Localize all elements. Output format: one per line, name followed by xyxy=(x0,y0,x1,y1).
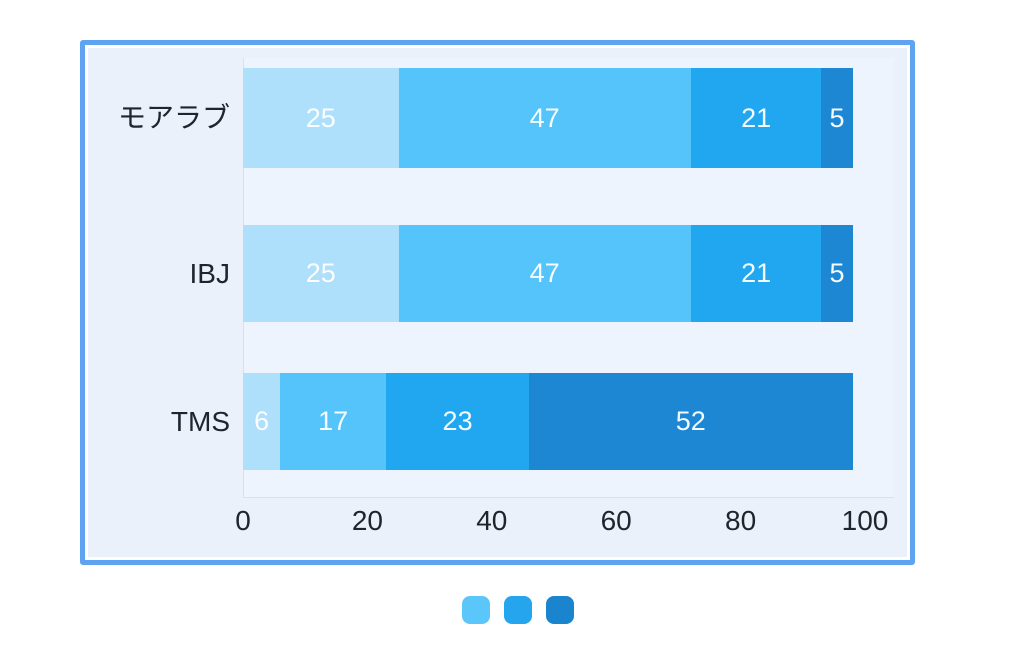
bar-segment: 5 xyxy=(821,68,853,168)
bar-value-label: 47 xyxy=(529,102,560,133)
legend-swatch xyxy=(462,596,490,624)
bar-value-label: 23 xyxy=(442,406,473,436)
bar-value-label: 25 xyxy=(305,102,336,133)
x-axis-tick-label: 40 xyxy=(476,505,508,536)
bar-row: 6 17 23 52 xyxy=(243,373,853,470)
legend xyxy=(462,596,574,624)
x-axis-tick-label: 80 xyxy=(725,505,757,536)
bar-segment: 6 xyxy=(243,373,281,470)
bar-value-label: 6 xyxy=(254,406,270,436)
category-label: IBJ xyxy=(189,257,230,289)
bar-segment: 21 xyxy=(690,225,822,322)
bar-segment: 52 xyxy=(529,373,853,470)
legend-swatch xyxy=(546,596,574,624)
bar-value-label: 25 xyxy=(305,258,336,288)
bar-value-label: 21 xyxy=(741,258,772,288)
bar-row: 25 47 21 5 xyxy=(243,225,853,322)
bar-value-label: 47 xyxy=(529,258,560,288)
bar-row: 25 47 21 5 xyxy=(243,68,853,168)
bar-segment: 17 xyxy=(280,373,387,470)
category-label: TMS xyxy=(170,405,230,437)
bar-segment: 23 xyxy=(386,373,530,470)
x-axis-tick-label: 100 xyxy=(841,505,889,536)
chart-panel: モアラブ IBJ TMS 25 47 21 5 25 47 21 5 6 17 23 52 0 20 40 60 80… xyxy=(80,40,915,565)
x-axis-tick-label: 0 xyxy=(235,505,251,536)
bar-segment: 21 xyxy=(690,68,822,168)
bar-segment: 25 xyxy=(243,68,399,168)
x-axis-tick-label: 20 xyxy=(351,505,383,536)
x-axis-tick-label: 60 xyxy=(600,505,632,536)
bar-value-label: 21 xyxy=(741,102,772,133)
bar-segment: 25 xyxy=(243,225,399,322)
bar-value-label: 52 xyxy=(675,406,706,436)
bar-segment: 5 xyxy=(821,225,853,322)
bar-value-label: 17 xyxy=(318,406,349,436)
bar-segment: 47 xyxy=(398,68,691,168)
bar-value-label: 5 xyxy=(829,102,845,133)
bar-value-label: 5 xyxy=(829,258,845,288)
legend-swatch xyxy=(504,596,532,624)
bar-segment: 47 xyxy=(398,225,691,322)
category-label: モアラブ xyxy=(117,102,230,133)
